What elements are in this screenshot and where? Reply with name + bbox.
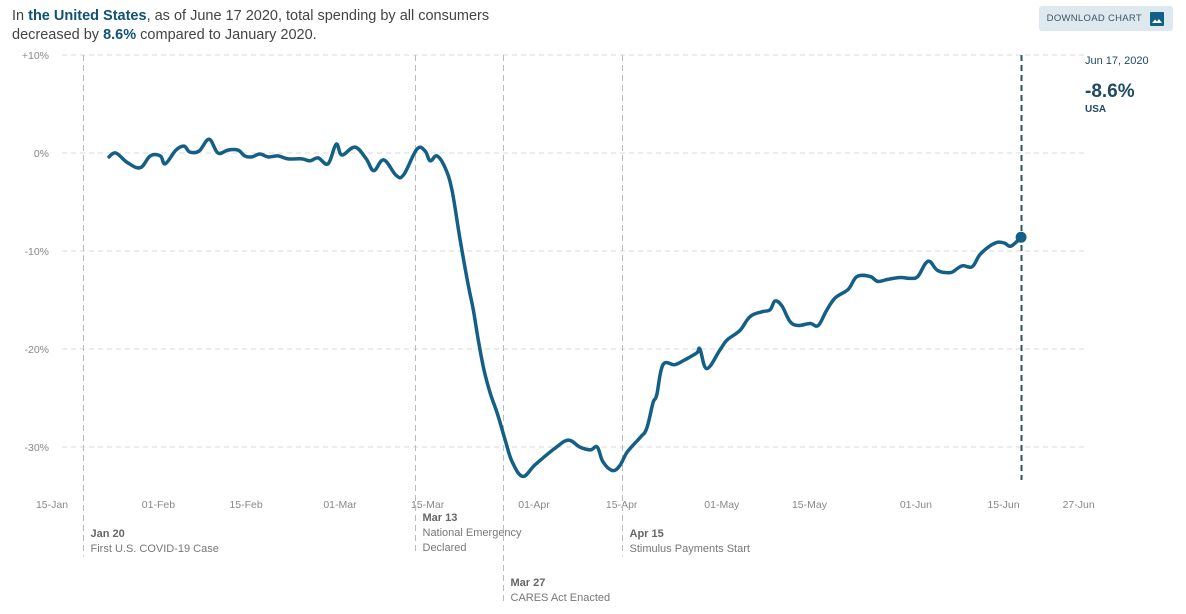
series-line-usa[interactable] — [107, 137, 1023, 479]
event-date: Apr 15 — [630, 528, 664, 540]
x-tick-label: 27-Jun — [1063, 499, 1095, 511]
grid-layer — [62, 54, 1085, 448]
image-icon — [1150, 11, 1164, 26]
y-tick-label: -20% — [24, 344, 49, 356]
x-tick-label: 01-Feb — [142, 499, 175, 511]
x-tick-label: 15-Jan — [36, 499, 68, 511]
readout-date: Jun 17, 2020 — [1085, 55, 1149, 67]
event-description: Stimulus Payments Start — [630, 543, 750, 555]
y-tick-label: -10% — [24, 246, 49, 258]
headline-prefix: In — [12, 8, 29, 24]
headline-change: 8.6% — [103, 27, 137, 43]
series-layer — [107, 55, 1027, 480]
x-axis: 15-Jan 01-Feb 15-Feb 01-Mar 15-Mar 01-Apr 15-A… — [36, 499, 1095, 511]
event-description: National Emergency — [423, 527, 523, 539]
headline: In the United States, as of June 17 2020… — [12, 7, 532, 45]
readout-value: -8.6% — [1085, 81, 1135, 102]
y-tick-label: 0% — [34, 148, 49, 160]
headline-mid: , as of June 17 2020, total spending by … — [12, 8, 490, 43]
download-chart-label: DOWNLOAD CHART — [1046, 13, 1142, 24]
value-readout: Jun 17, 2020 -8.6% USA — [1085, 55, 1149, 115]
x-tick-label: 15-May — [792, 499, 828, 511]
y-tick-label: -30% — [24, 442, 49, 454]
headline-region[interactable]: the United States — [28, 8, 147, 24]
event-date: Mar 13 — [423, 512, 458, 524]
current-point-marker[interactable] — [1015, 231, 1027, 243]
event-date: Jan 20 — [91, 528, 125, 540]
event-description: CARES Act Enacted — [511, 592, 611, 604]
event-annotations: Jan 20 First U.S. COVID-19 Case Mar 13 Nati… — [83, 55, 750, 605]
x-tick-label: 01-Apr — [518, 499, 550, 511]
readout-region: USA — [1085, 104, 1107, 115]
event-date: Mar 27 — [511, 577, 546, 589]
x-tick-label: 01-Mar — [323, 499, 357, 511]
x-tick-label: 15-Mar — [411, 499, 445, 511]
event-description: Declared — [423, 542, 467, 554]
x-tick-label: 15-Apr — [606, 499, 638, 511]
y-tick-label: +10% — [22, 50, 49, 62]
headline-suffix: compared to January 2020. — [136, 27, 317, 43]
event-description: First U.S. COVID-19 Case — [91, 543, 219, 555]
y-axis: +10% 0% -10% -20% -30% — [22, 50, 49, 454]
x-tick-label: 15-Jun — [987, 499, 1019, 511]
download-chart-button[interactable]: DOWNLOAD CHART — [1039, 6, 1173, 31]
x-tick-label: 01-Jun — [900, 499, 932, 511]
x-tick-label: 15-Feb — [229, 499, 262, 511]
x-tick-label: 01-May — [704, 499, 740, 511]
